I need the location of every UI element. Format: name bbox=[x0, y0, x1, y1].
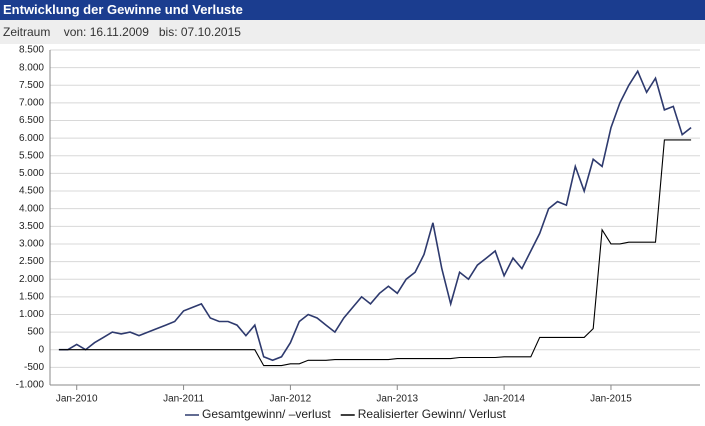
chart: -1.000 -500 0 500 1.000 1.500 2.000 2.500 3.000 3… bbox=[16, 45, 700, 421]
x-tick-label: Jan-2015 bbox=[590, 394, 632, 405]
x-tick-label: Jan-2011 bbox=[163, 394, 204, 405]
x-tick-label: Jan-2010 bbox=[56, 394, 98, 405]
y-tick-label: 500 bbox=[27, 327, 44, 338]
y-tick-label: 1.500 bbox=[19, 291, 44, 302]
y-tick-label: 6.500 bbox=[19, 115, 44, 126]
x-tick-label: Jan-2012 bbox=[270, 394, 312, 405]
y-tick-label: 4.500 bbox=[19, 186, 44, 197]
period-from: von: 16.11.2009 bbox=[63, 25, 149, 39]
x-tick-label: Jan-2014 bbox=[483, 394, 525, 405]
y-tick-label: 7.500 bbox=[19, 80, 44, 91]
legend-label: Gesamtgewinn/ –verlust bbox=[202, 407, 331, 421]
y-tick-label: 7.000 bbox=[19, 98, 44, 109]
y-tick-label: 8.000 bbox=[19, 62, 44, 73]
series-line bbox=[58, 139, 692, 367]
title: Entwicklung der Gewinne und Verluste bbox=[3, 2, 243, 17]
y-tick-label: 5.500 bbox=[19, 150, 44, 161]
period-bar: Zeitraum von: 16.11.2009 bis: 07.10.2015 bbox=[0, 20, 705, 44]
y-tick-label: 0 bbox=[38, 344, 44, 355]
period-to: bis: 07.10.2015 bbox=[158, 25, 241, 39]
legend-label: Realisierter Gewinn/ Verlust bbox=[358, 407, 507, 421]
y-tick-label: -1.000 bbox=[16, 380, 45, 391]
y-tick-label: 8.500 bbox=[19, 45, 44, 56]
title-bar: Entwicklung der Gewinne und Verluste bbox=[0, 0, 705, 20]
y-tick-label: 3.500 bbox=[19, 221, 44, 232]
y-tick-label: 3.000 bbox=[19, 239, 44, 250]
y-tick-label: 2.500 bbox=[19, 256, 44, 267]
x-tick-label: Jan-2013 bbox=[376, 394, 418, 405]
y-tick-label: 2.000 bbox=[19, 274, 44, 285]
y-tick-label: 6.000 bbox=[19, 133, 44, 144]
y-tick-label: 5.000 bbox=[19, 168, 44, 179]
y-tick-label: -500 bbox=[24, 362, 44, 373]
series-line bbox=[58, 69, 692, 362]
y-tick-label: 1.000 bbox=[19, 309, 44, 320]
y-tick-label: 4.000 bbox=[19, 203, 44, 214]
period-label: Zeitraum bbox=[3, 25, 51, 39]
